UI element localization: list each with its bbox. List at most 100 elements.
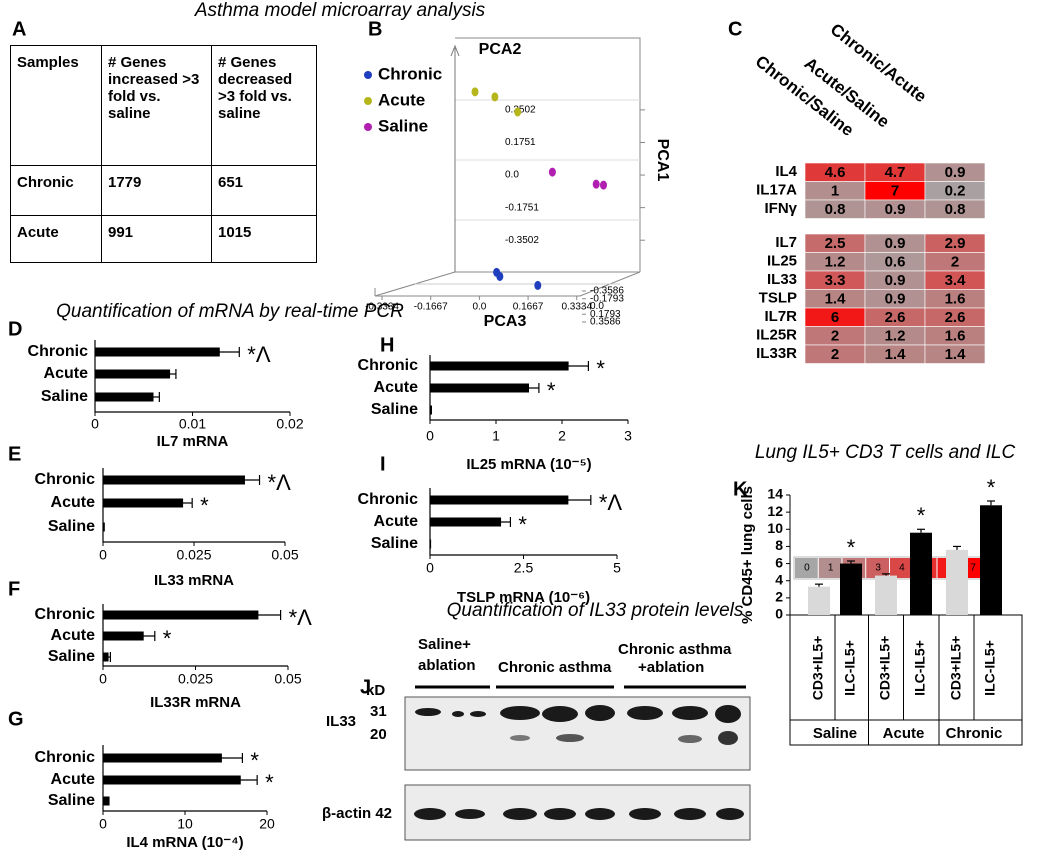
bar [103, 652, 109, 662]
cell-label: 2.9 [945, 235, 966, 252]
cell-label: 1.2 [825, 254, 846, 271]
blot-group: +ablation [638, 659, 704, 676]
panel-label: F [8, 578, 20, 600]
category-label: ILC-IL5+ [982, 640, 998, 696]
category-label: Saline [48, 518, 95, 535]
section-title: Quantification of mRNA by real-time PCR [56, 301, 404, 322]
x-tick-label: 0 [426, 428, 434, 444]
legend-label: Acute [378, 90, 425, 109]
category-label: Saline [371, 535, 418, 552]
x-axis-label: IL33 mRNA [154, 572, 234, 589]
category-frame [789, 614, 1023, 746]
point [491, 92, 499, 102]
bar [430, 517, 502, 527]
cell-label: 1.4 [885, 346, 907, 363]
x-tick-label: 10 [177, 816, 193, 832]
colorbar-cell [890, 558, 913, 578]
row-label: IFNγ [764, 200, 797, 217]
x-tick-label: 3 [624, 428, 632, 444]
category-label: Saline [48, 648, 95, 665]
row-label: IL33 [767, 271, 797, 288]
legend-marker [364, 123, 372, 131]
y-tick-label: 0 [775, 606, 783, 622]
y-tick-label: -0.3502 [505, 235, 539, 246]
significance-mark: * [596, 356, 605, 381]
axis-label: PCA2 [479, 41, 522, 58]
x-tick-label: 0 [99, 671, 107, 687]
category-label: Acute [51, 771, 96, 788]
significance-mark: * [987, 475, 996, 500]
category-label: Saline [371, 401, 418, 418]
x-axis-label: IL25 mRNA (10⁻⁵) [466, 456, 591, 473]
table-cell: 1015 [211, 215, 317, 263]
cell-label: 0.6 [885, 254, 906, 271]
bar [946, 549, 968, 615]
point [471, 87, 479, 97]
blot-group: Chronic asthma [498, 659, 612, 676]
table-cell: 651 [211, 165, 317, 216]
category-label: Chronic [358, 357, 419, 374]
z-tick-label: -0.3586 [590, 286, 624, 297]
x-tick-label: 0.02 [276, 416, 303, 432]
y-tick-label: 2 [775, 589, 783, 605]
x-tick-label: 5 [613, 560, 621, 576]
x-axis-label: IL7 mRNA [157, 433, 229, 450]
row-label: IL33R [756, 345, 797, 362]
row-label: IL7R [764, 308, 797, 325]
bar [103, 522, 105, 532]
bar [95, 347, 220, 357]
y-tick-label: 10 [767, 520, 783, 536]
cell-label: 0.9 [885, 201, 906, 218]
category-label: Chronic [35, 749, 96, 766]
category-label: Acute [44, 365, 89, 382]
heatmap-cell [924, 344, 986, 364]
blot-loading: β-actin 42 [322, 805, 392, 822]
significance-mark: * [250, 748, 259, 773]
category-label: Saline [41, 388, 88, 405]
group-label: Chronic [946, 725, 1003, 742]
cell-label: 0.9 [885, 235, 906, 252]
cell-label: 2.6 [885, 309, 906, 326]
y-tick-label: 8 [775, 537, 783, 553]
y-tick-label: 0.1751 [505, 137, 536, 148]
cell-label: 1.6 [945, 328, 966, 345]
category-label: CD3+IL5+ [948, 636, 964, 701]
legend-label: Chronic [378, 64, 442, 83]
x-tick-label: 0.05 [274, 671, 301, 687]
significance-mark: * [163, 626, 172, 651]
significance-mark: *Λ [247, 342, 271, 367]
summary-table: Samples # Genes increased >3 fold vs. sal… [10, 45, 317, 263]
panel-label: G [8, 708, 24, 730]
cell-label: 6 [831, 309, 839, 326]
bar [808, 586, 830, 615]
table-header: # Genes increased >3 fold vs. saline [101, 45, 212, 166]
category-label: Chronic [35, 606, 96, 623]
x-tick-label: 2.5 [514, 560, 534, 576]
panel-label: C [728, 18, 742, 40]
group-label: Acute [883, 725, 925, 742]
y-tick-label: 6 [775, 554, 783, 570]
bar [95, 369, 171, 379]
table-cell: 1779 [101, 165, 212, 216]
x-tick-label: -0.3334 [365, 302, 399, 313]
x-tick-label: 20 [259, 816, 275, 832]
cell-label: 1 [831, 183, 839, 200]
x-axis-label: IL4 mRNA (10⁻⁴) [126, 834, 243, 851]
significance-mark: * [847, 535, 856, 560]
bar [430, 383, 529, 393]
bar [910, 532, 932, 615]
pca-box [374, 37, 641, 297]
x-tick-label: -0.1667 [414, 302, 448, 313]
axis-label: PCA1 [654, 139, 671, 182]
x-axis-label: IL33R mRNA [150, 694, 241, 711]
cell-label: 0.9 [945, 164, 966, 181]
cell-label: 4.7 [885, 164, 906, 181]
colorbar-label: 4 [899, 563, 905, 574]
point [534, 280, 542, 290]
y-tick-label: 0.0 [505, 170, 519, 181]
cell-label: 0.9 [885, 272, 906, 289]
legend-label: Saline [378, 116, 428, 135]
row-label: TSLP [759, 290, 797, 307]
